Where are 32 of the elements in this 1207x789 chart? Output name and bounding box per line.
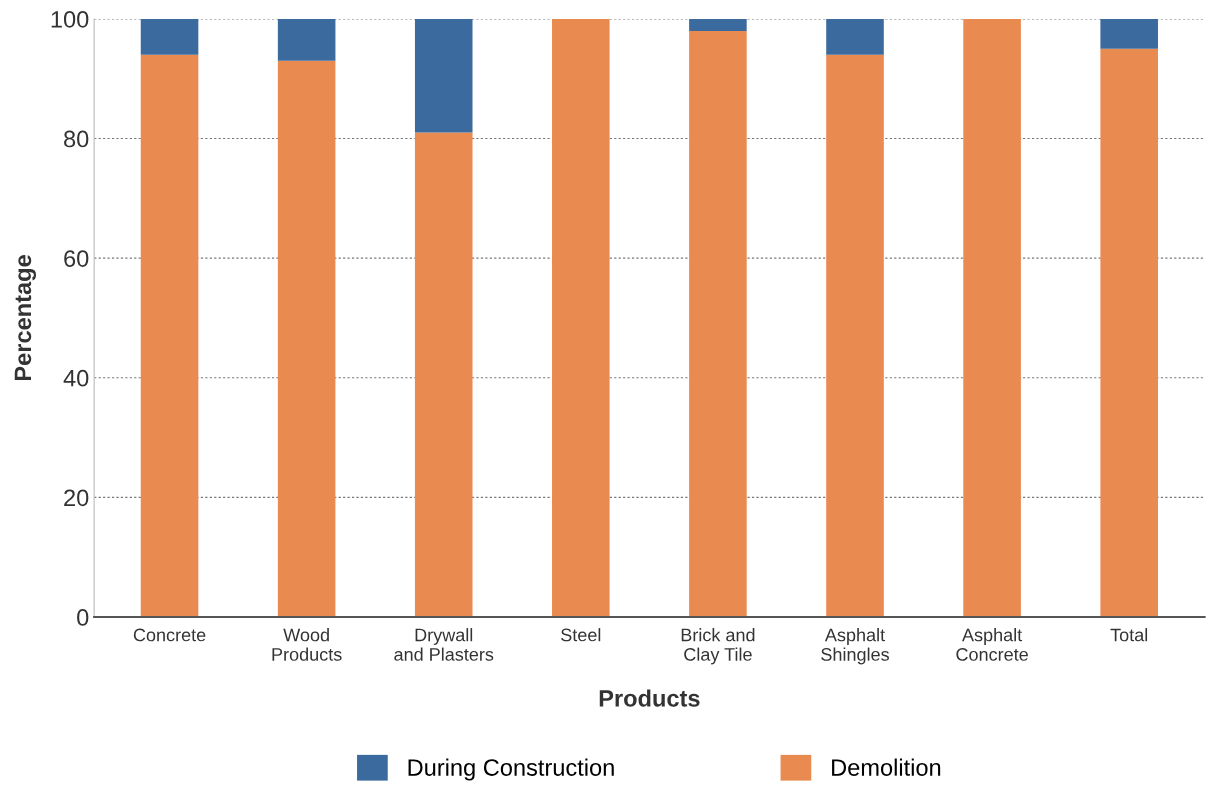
x-axis-title: Products [599, 689, 700, 707]
x-tick-label: Total [1110, 628, 1148, 642]
y-tick-label: 0 [77, 609, 89, 626]
bar [140, 54, 199, 617]
x-tick-label: Asphalt Concrete [956, 628, 1028, 661]
bar [277, 60, 336, 617]
bar [689, 18, 747, 31]
bar [140, 18, 199, 55]
bar [826, 54, 884, 617]
bar [689, 30, 747, 617]
x-tick-label: Wood Products [272, 628, 342, 661]
bar [277, 18, 336, 61]
y-tick-label: 80 [64, 130, 89, 148]
bar [414, 18, 473, 133]
y-tick-label: 60 [64, 250, 89, 267]
y-axis-title: Percentage [14, 255, 37, 381]
x-tick-label: Brick and Clay Tile [681, 628, 755, 665]
legend-label: Demolition [832, 758, 941, 776]
bar [1100, 48, 1158, 617]
y-tick-label: 40 [63, 369, 89, 387]
bar [1100, 18, 1158, 49]
x-tick-label: Asphalt Shingles [821, 628, 889, 665]
bar [552, 18, 610, 617]
x-tick-label: Steel [561, 628, 601, 642]
bar [826, 18, 884, 55]
x-tick-label: Concrete [133, 628, 206, 642]
x-tick-label: Drywall and Plasters [394, 628, 494, 661]
bar [414, 132, 473, 617]
bar [963, 18, 1021, 617]
y-tick-label: 20 [64, 489, 89, 507]
legend-label: During Construction [408, 758, 614, 781]
y-tick-label: 100 [51, 11, 89, 28]
